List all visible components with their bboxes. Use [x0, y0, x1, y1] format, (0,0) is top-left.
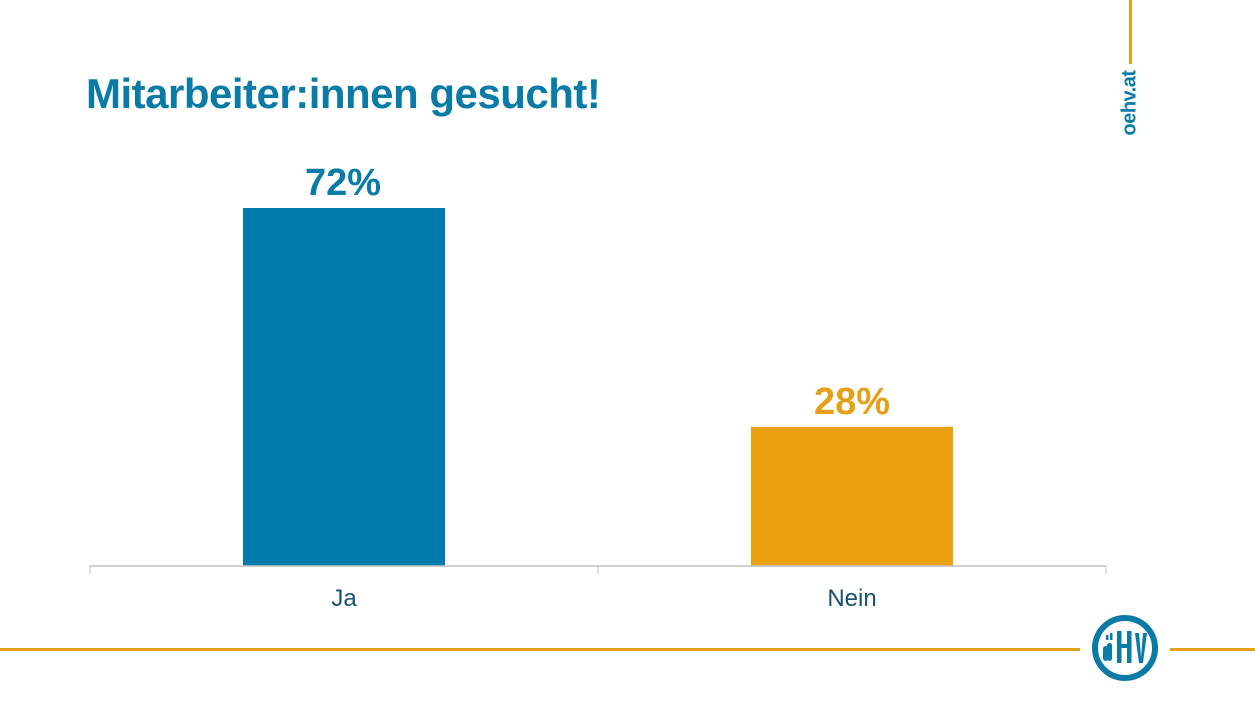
oehv-logo	[1092, 615, 1158, 681]
top-accent-line	[1129, 0, 1132, 64]
category-label-ja: Ja	[331, 585, 357, 612]
bottom-line-left	[0, 648, 1080, 651]
data-label-nein: 28%	[814, 381, 890, 423]
page-title: Mitarbeiter:innen gesucht!	[86, 70, 601, 117]
bar-ja	[243, 208, 445, 566]
category-label-nein: Nein	[827, 585, 876, 612]
bottom-line-right	[1170, 648, 1255, 651]
bar-nein	[751, 426, 953, 566]
data-label-ja: 72%	[305, 162, 381, 204]
